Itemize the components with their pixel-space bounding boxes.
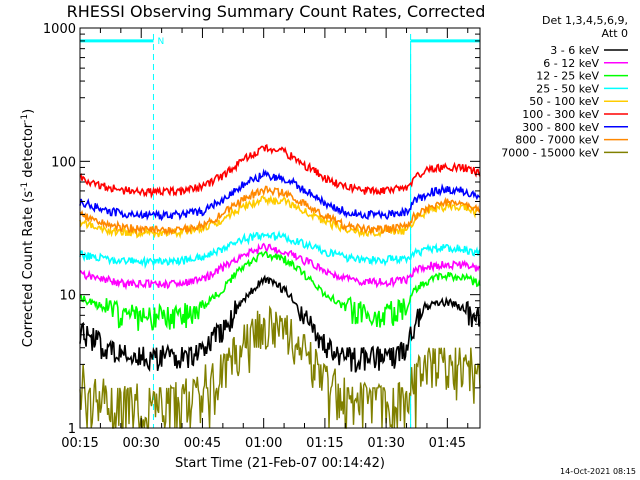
y-axis: 1 10 100 1000 (43, 22, 480, 437)
legend-header-line-1: Det 1,3,4,5,6,9, (542, 14, 628, 27)
legend-label: 6 - 12 keV (543, 57, 599, 70)
x-tick-label: 00:45 (184, 436, 221, 451)
series-6 (79, 168, 481, 222)
legend-label: 3 - 6 keV (550, 44, 599, 57)
series-1 (79, 242, 481, 291)
flag-label: N (157, 37, 164, 47)
plot-frame (79, 27, 481, 429)
series-4 (79, 194, 481, 239)
legend-label: 300 - 800 keV (522, 121, 599, 134)
x-tick-label: 00:15 (61, 436, 98, 451)
series-line (79, 168, 481, 222)
series-line (79, 274, 481, 373)
series-2 (79, 250, 481, 331)
series-line (79, 230, 481, 270)
series-3 (79, 230, 481, 270)
series-line (79, 305, 481, 429)
legend-label: 12 - 25 keV (536, 70, 599, 83)
x-tick-label: 01:30 (367, 436, 404, 451)
y-tick-label: 10 (59, 289, 76, 304)
legend-label: 50 - 100 keV (529, 95, 599, 108)
legend-label: 100 - 300 keV (522, 108, 599, 121)
x-tick-label: 01:45 (429, 436, 466, 451)
plot-area: N (79, 34, 481, 429)
series-line (79, 250, 481, 331)
footer-timestamp: 14-Oct-2021 08:15 (560, 467, 636, 476)
series-line (79, 144, 481, 200)
x-tick-label: 00:30 (122, 436, 159, 451)
y-axis-label: Corrected Count Rate (s-1 detector-1) (20, 109, 36, 347)
series-8 (79, 305, 481, 429)
x-axis-label: Start Time (21-Feb-07 00:14:42) (175, 456, 385, 471)
legend-header-line-2: Att 0 (602, 27, 628, 40)
y-tick-label: 1 (68, 422, 76, 437)
x-tick-label: 01:15 (306, 436, 343, 451)
x-tick-label: 01:00 (245, 436, 282, 451)
series-line (79, 185, 481, 236)
series-line (79, 194, 481, 239)
chart-title: RHESSI Observing Summary Count Rates, Co… (67, 2, 486, 21)
series-0 (79, 274, 481, 373)
legend-label: 800 - 7000 keV (515, 134, 599, 147)
y-tick-label: 100 (51, 155, 76, 170)
series-5 (79, 144, 481, 200)
legend-label: 7000 - 15000 keV (501, 146, 599, 159)
legend-label: 25 - 50 keV (536, 82, 599, 95)
x-axis: 00:15 00:30 00:45 01:00 01:15 01:30 01:45 (61, 28, 469, 451)
series-line (79, 242, 481, 291)
y-tick-label: 1000 (43, 22, 76, 37)
series-7 (79, 185, 481, 236)
